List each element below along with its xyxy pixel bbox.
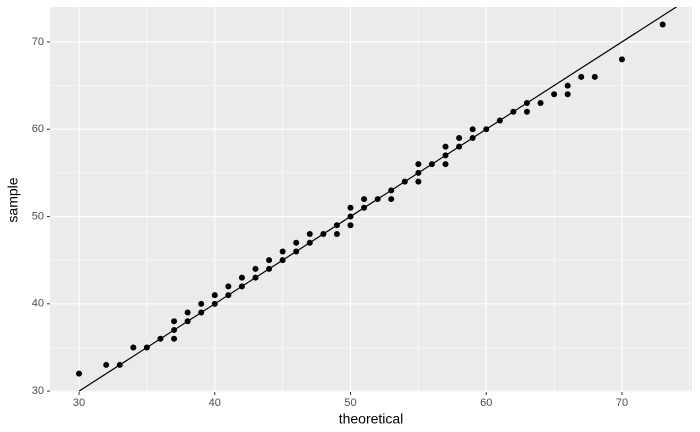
panel [50, 7, 692, 392]
point [415, 169, 422, 176]
point [510, 108, 517, 115]
point [564, 82, 571, 89]
point [293, 239, 300, 246]
point [238, 283, 245, 290]
point [252, 274, 259, 281]
point [320, 230, 327, 237]
point [238, 274, 245, 281]
point [306, 230, 313, 237]
point [523, 108, 530, 115]
point [184, 318, 191, 325]
point [266, 257, 273, 264]
point [388, 187, 395, 194]
point [333, 222, 340, 229]
point [591, 73, 598, 80]
point [293, 248, 300, 255]
point [76, 370, 83, 377]
point [415, 178, 422, 185]
point [388, 196, 395, 203]
point [456, 134, 463, 141]
point [116, 361, 123, 368]
x-tick-label: 60 [480, 397, 492, 409]
point [184, 309, 191, 316]
y-tick-label: 30 [32, 385, 44, 397]
point [523, 100, 530, 107]
point [483, 126, 490, 133]
point [578, 73, 585, 80]
reference-line [78, 7, 678, 392]
point [211, 300, 218, 307]
point [659, 21, 666, 28]
point [469, 134, 476, 141]
y-tick-label: 70 [32, 36, 44, 48]
point [496, 117, 503, 124]
point [401, 178, 408, 185]
point [279, 248, 286, 255]
point [130, 344, 137, 351]
point [143, 344, 150, 351]
y-tick-label: 60 [32, 123, 44, 135]
y-tick-label: 50 [32, 210, 44, 222]
point [306, 239, 313, 246]
point [361, 204, 368, 211]
point [415, 161, 422, 168]
point [442, 152, 449, 159]
point [469, 126, 476, 133]
point [252, 265, 259, 272]
point [374, 196, 381, 203]
point [442, 161, 449, 168]
x-axis-title: theoretical [339, 411, 404, 427]
point [266, 265, 273, 272]
point [198, 309, 205, 316]
point [347, 204, 354, 211]
point [564, 91, 571, 98]
y-axis-title: sample [5, 177, 21, 222]
x-tick-label: 40 [209, 397, 221, 409]
point [198, 300, 205, 307]
point [103, 361, 110, 368]
point [361, 196, 368, 203]
point [347, 222, 354, 229]
point [456, 143, 463, 150]
point [171, 327, 178, 334]
point [225, 292, 232, 299]
point [171, 335, 178, 342]
point [347, 213, 354, 220]
point [333, 230, 340, 237]
point [618, 56, 625, 63]
point [279, 257, 286, 264]
point [225, 283, 232, 290]
y-tick-label: 40 [32, 298, 44, 310]
point [537, 100, 544, 107]
point [171, 318, 178, 325]
point [551, 91, 558, 98]
point [442, 143, 449, 150]
point [157, 335, 164, 342]
point [211, 292, 218, 299]
x-tick-label: 30 [73, 397, 85, 409]
x-tick-label: 50 [344, 397, 356, 409]
x-tick-label: 70 [616, 397, 628, 409]
point [428, 161, 435, 168]
